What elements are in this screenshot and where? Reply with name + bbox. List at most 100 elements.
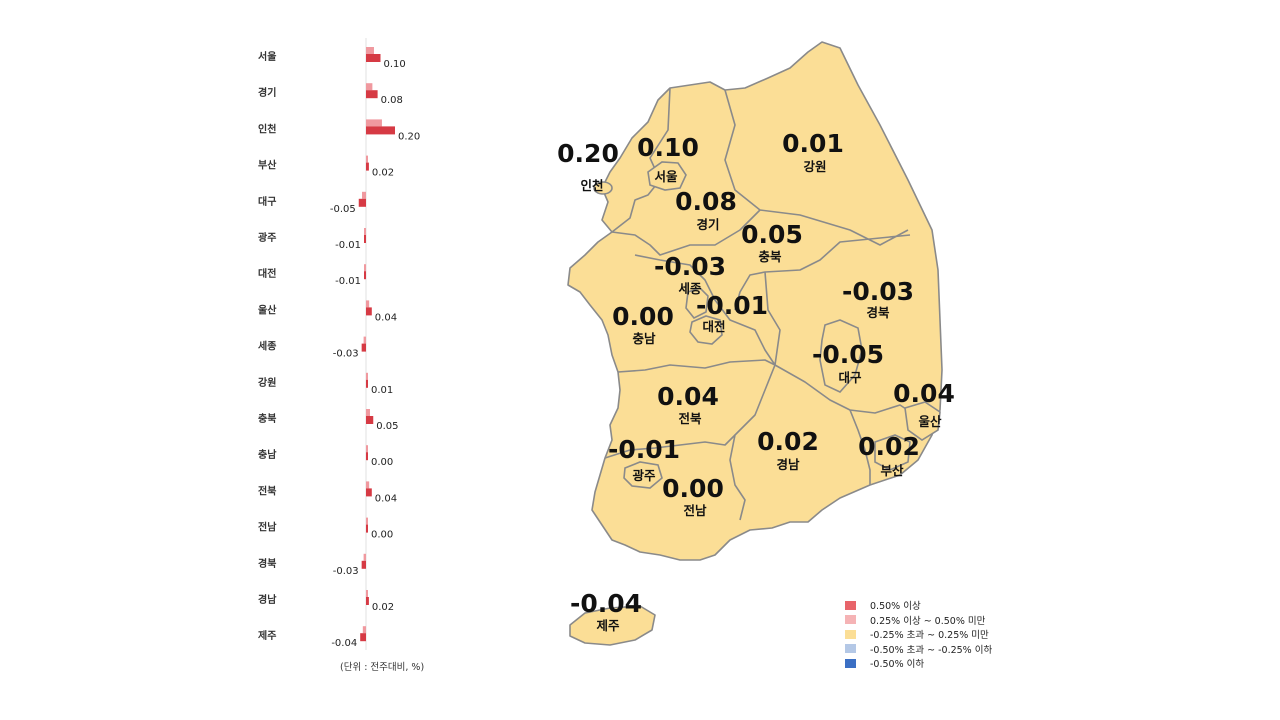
bar-category-label: 경북 — [258, 557, 276, 570]
bar-current — [364, 271, 366, 280]
region-value-label: 0.00 — [662, 474, 724, 503]
legend-item: -0.25% 초과 ~ 0.25% 미만 — [845, 627, 1045, 642]
legend-label: -0.25% 초과 ~ 0.25% 미만 — [870, 630, 989, 642]
region-value-label: -0.01 — [696, 291, 768, 320]
bar-previous — [362, 191, 366, 199]
bar-current — [366, 90, 378, 99]
bar-value-label: 0.02 — [372, 602, 394, 613]
legend-swatch — [845, 629, 856, 639]
bar-previous — [366, 119, 382, 127]
ulsan-shape — [904, 401, 941, 441]
bar-current — [366, 452, 368, 461]
bar-previous — [366, 590, 368, 597]
legend-item: -0.50% 이하 — [845, 656, 1045, 671]
region-value-label: 0.02 — [757, 427, 819, 456]
region-name-label: 전북 — [678, 411, 702, 426]
region-value-label: -0.03 — [654, 252, 726, 281]
map-shapes — [567, 41, 943, 646]
bar-current — [366, 597, 369, 605]
bar-current — [360, 633, 366, 642]
bar-category-label: 인천 — [258, 122, 276, 135]
jeju-shape — [569, 605, 656, 646]
bar-category-label: 대전 — [258, 267, 276, 280]
bar-previous — [366, 83, 373, 91]
bar-category-label: 제주 — [258, 629, 276, 642]
region-name-label: 울산 — [918, 414, 942, 429]
bar-current — [364, 235, 366, 243]
region-name-label: 경북 — [866, 305, 890, 320]
legend-item: 0.25% 이상 ~ 0.50% 미만 — [845, 613, 1045, 628]
region-name-label: 충남 — [632, 331, 656, 346]
bar-value-label: -0.03 — [333, 566, 359, 577]
bar-category-label: 전북 — [258, 484, 276, 497]
daegu-shape — [819, 319, 863, 393]
unit-note: (단위 : 전주대비, %) — [340, 661, 424, 673]
region-name-label: 대구 — [838, 370, 862, 385]
bar-current — [366, 488, 372, 497]
bar-value-label: 0.01 — [371, 385, 393, 396]
bar-previous — [366, 445, 368, 453]
region-name-label: 서울 — [654, 169, 678, 184]
region-value-label: -0.03 — [842, 277, 914, 306]
province-borders — [604, 87, 931, 521]
bar-current — [366, 126, 395, 135]
bar-previous — [363, 336, 366, 344]
bar-category-label: 서울 — [258, 50, 276, 63]
bar-value-label: -0.01 — [335, 240, 361, 251]
daejeon-shape — [689, 315, 723, 345]
region-name-label: 대전 — [702, 319, 725, 334]
region-value-label: -0.04 — [570, 589, 642, 618]
bar-value-label: 0.00 — [371, 457, 393, 468]
legend-item: 0.50% 이상 — [845, 598, 1045, 613]
legend-item: -0.50% 초과 ~ -0.25% 이하 — [845, 642, 1045, 657]
bar-value-label: 0.04 — [375, 312, 397, 323]
bar-previous — [366, 372, 368, 380]
region-value-label: 0.04 — [657, 382, 719, 411]
seoul-shape — [647, 161, 687, 191]
bar-category-label: 경남 — [258, 593, 277, 606]
region-name-label: 부산 — [880, 463, 904, 478]
bar-value-label: 0.20 — [398, 131, 420, 142]
legend-swatch — [845, 644, 856, 654]
bar-previous — [366, 47, 374, 54]
region-name-label: 전남 — [683, 503, 707, 518]
region-value-label: -0.05 — [812, 340, 884, 369]
region-name-label: 경남 — [776, 457, 800, 472]
bar-value-label: 0.02 — [372, 168, 394, 179]
bar-current — [366, 379, 368, 388]
region-value-label: 0.20 — [557, 139, 619, 168]
region-name-label: 제주 — [596, 618, 620, 633]
bar-current — [366, 54, 381, 62]
bar-previous — [364, 264, 366, 272]
legend-label: 0.50% 이상 — [870, 601, 921, 613]
bar-current — [366, 162, 369, 171]
metro-shapes — [623, 161, 941, 489]
bar-previous — [366, 517, 368, 525]
region-name-label: 광주 — [632, 468, 656, 483]
bar-value-label: 0.00 — [371, 530, 393, 541]
region-name-label: 세종 — [678, 281, 702, 296]
bar-current — [361, 560, 366, 569]
bar-category-label: 부산 — [258, 159, 277, 172]
legend-label: -0.50% 이하 — [870, 659, 925, 671]
region-name-label: 인천 — [580, 178, 603, 193]
bar-current — [366, 307, 372, 316]
bar-value-label: 0.08 — [381, 95, 403, 106]
bar-value-label: -0.03 — [333, 349, 359, 360]
bar-category-label: 대구 — [258, 195, 276, 208]
region-value-label: 0.04 — [893, 379, 955, 408]
region-value-label: 0.01 — [782, 129, 844, 158]
legend-label: 0.25% 이상 ~ 0.50% 미만 — [870, 615, 986, 627]
bar-current — [361, 343, 366, 352]
region-name-label: 경기 — [696, 217, 719, 232]
bar-category-label: 강원 — [258, 376, 276, 389]
region-value-label: 0.00 — [612, 302, 674, 331]
bar-category-label: 충북 — [258, 412, 276, 425]
region-name-label: 강원 — [803, 159, 826, 174]
bar-current — [366, 416, 374, 424]
legend-label: -0.50% 초과 ~ -0.25% 이하 — [870, 644, 993, 656]
region-name-label: 충북 — [758, 249, 782, 264]
bar-previous — [366, 409, 370, 416]
bar-category-label: 울산 — [258, 303, 277, 316]
legend-swatch — [845, 615, 856, 625]
